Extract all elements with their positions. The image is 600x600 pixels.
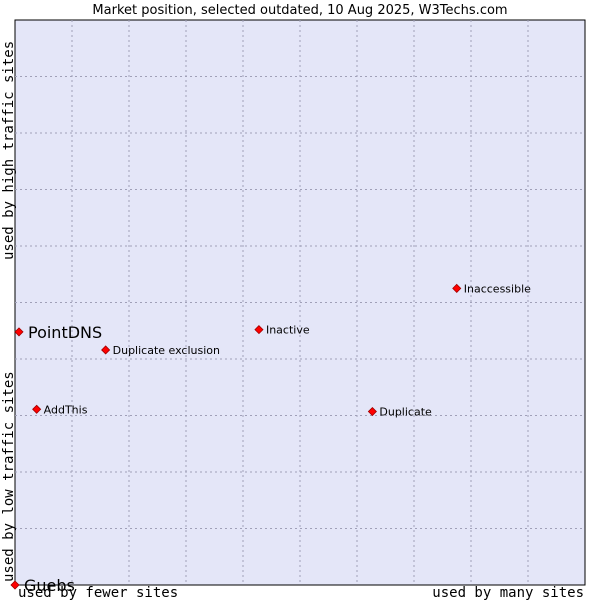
point-label-duplicate: Duplicate — [379, 406, 432, 419]
point-label-addthis: AddThis — [44, 403, 88, 416]
point-label-guebs: Guebs — [24, 576, 75, 595]
market-position-chart: Market position, selected outdated, 10 A… — [0, 0, 600, 600]
point-label-inactive: Inactive — [266, 324, 310, 337]
y-axis-label-low: used by low traffic sites — [1, 371, 17, 582]
point-label-inaccessible: Inaccessible — [464, 282, 531, 295]
y-axis-label-high: used by high traffic sites — [1, 41, 17, 260]
point-label-duplicate-exclusion: Duplicate exclusion — [113, 344, 220, 357]
point-label-pointdns: PointDNS — [28, 323, 102, 342]
chart-title: Market position, selected outdated, 10 A… — [92, 3, 507, 18]
x-axis-label-high: used by many sites — [432, 585, 584, 600]
